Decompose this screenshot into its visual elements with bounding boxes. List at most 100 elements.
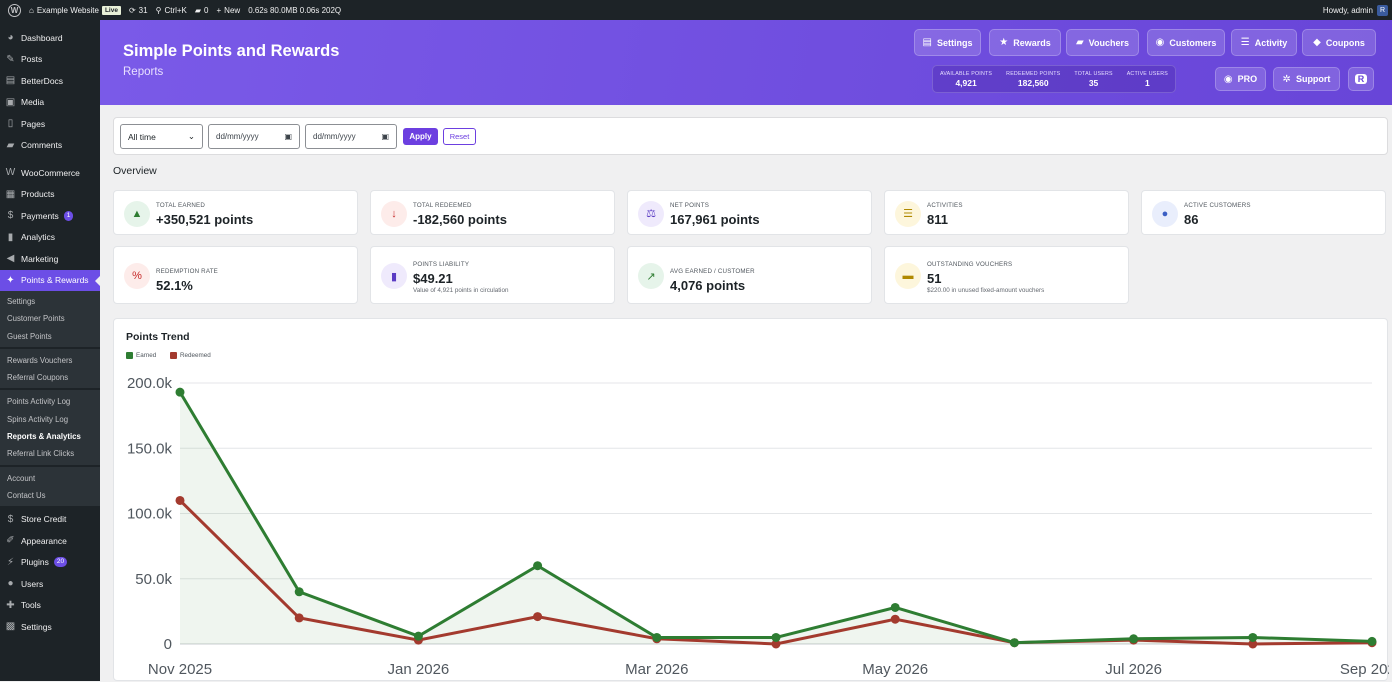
sidebar-item-betterdocs[interactable]: ▤ BetterDocs bbox=[0, 70, 100, 92]
pro-button[interactable]: ◉ PRO bbox=[1215, 67, 1266, 91]
sidebar-item-users[interactable]: ● Users bbox=[0, 573, 100, 595]
submenu-item-customer-points[interactable]: Customer Points bbox=[7, 314, 65, 324]
sidebar-item-appearance[interactable]: ✐ Appearance bbox=[0, 530, 100, 552]
data-point-earned[interactable] bbox=[1129, 634, 1139, 644]
site-name-link[interactable]: ⌂ Example Website Live bbox=[25, 0, 125, 20]
date-range-select[interactable]: All time ⌄ bbox=[120, 124, 203, 149]
data-point-earned[interactable] bbox=[652, 632, 662, 642]
woo-icon: W bbox=[5, 167, 16, 179]
data-point-redeemed[interactable] bbox=[175, 495, 185, 505]
submenu-item-referral-coupons[interactable]: Referral Coupons bbox=[7, 373, 69, 383]
checklist-icon: ☰ bbox=[895, 200, 921, 227]
updates-link[interactable]: ⟳ 31 bbox=[125, 0, 152, 20]
submenu-item-spins-activity-log[interactable]: Spins Activity Log bbox=[7, 414, 69, 424]
data-point-earned[interactable] bbox=[771, 632, 781, 642]
sidebar-item-posts[interactable]: ✎ Posts bbox=[0, 49, 100, 71]
sidebar-item-analytics[interactable]: ▮ Analytics bbox=[0, 227, 100, 249]
data-point-earned[interactable] bbox=[1367, 636, 1377, 646]
sidebar-item-payments[interactable]: $ Payments 1 bbox=[0, 205, 100, 227]
query-monitor[interactable]: 0.62s 80.0MB 0.06s 202Q bbox=[244, 0, 345, 20]
apply-button[interactable]: Apply bbox=[403, 128, 438, 145]
sidebar-item-comments[interactable]: ▰ Comments bbox=[0, 135, 100, 157]
settings-icon: ▩ bbox=[5, 621, 16, 633]
sidebar-item-settings[interactable]: ▩ Settings bbox=[0, 616, 100, 638]
nav-activity-button[interactable]: ☰ Activity bbox=[1231, 29, 1297, 56]
sidebar-item-marketing[interactable]: ◀ Marketing bbox=[0, 248, 100, 270]
data-point-earned[interactable] bbox=[413, 631, 423, 641]
submenu-item-reports-analytics[interactable]: Reports & Analytics bbox=[7, 432, 81, 442]
card-value: $49.21 bbox=[413, 271, 453, 286]
sidebar-item-media[interactable]: ▣ Media bbox=[0, 92, 100, 114]
sidebar-item-label: Comments bbox=[21, 140, 63, 151]
earned-icon: ▲ bbox=[124, 200, 150, 227]
nav-customers-button[interactable]: ◉ Customers bbox=[1147, 29, 1225, 56]
admin-bar: W ⌂ Example Website Live ⟳ 31 ⚲ Ctrl+K ▰ 0 + N… bbox=[0, 0, 1392, 20]
plugin-logo-button[interactable]: R bbox=[1348, 67, 1374, 91]
card-subtext: $220.00 in unused fixed-amount vouchers bbox=[927, 287, 1045, 294]
y-tick-label: 100.0k bbox=[127, 506, 173, 523]
ticket-icon: ▬ bbox=[895, 263, 921, 289]
data-point-redeemed[interactable] bbox=[890, 614, 900, 624]
data-point-earned[interactable] bbox=[533, 561, 543, 571]
date-to-input[interactable]: dd/mm/yyyy ▣ bbox=[305, 124, 397, 149]
data-point-redeemed[interactable] bbox=[533, 612, 543, 622]
stat-label: TOTAL USERS bbox=[1074, 70, 1113, 77]
data-point-earned[interactable] bbox=[294, 587, 304, 597]
card-value: 167,961 points bbox=[670, 212, 760, 227]
sidebar-item-plugins[interactable]: ⚡ Plugins 20 bbox=[0, 551, 100, 573]
submenu-item-guest-points[interactable]: Guest Points bbox=[7, 331, 52, 341]
card-label: REDEMPTION RATE bbox=[156, 268, 219, 275]
search-shortcut[interactable]: ⚲ Ctrl+K bbox=[152, 0, 191, 20]
data-point-earned[interactable] bbox=[1248, 632, 1258, 642]
data-point-earned[interactable] bbox=[890, 602, 900, 612]
nav-label: Vouchers bbox=[1088, 37, 1130, 48]
page-title: Simple Points and Rewards bbox=[123, 42, 340, 60]
sidebar-item-woocommerce[interactable]: W WooCommerce bbox=[0, 162, 100, 184]
new-content-link[interactable]: + New bbox=[213, 0, 245, 20]
data-point-earned[interactable] bbox=[1009, 638, 1019, 648]
submenu-item-settings[interactable]: Settings bbox=[7, 297, 36, 306]
submenu-item-referral-link-clicks[interactable]: Referral Link Clicks bbox=[7, 449, 75, 459]
y-tick-label: 0 bbox=[164, 636, 172, 653]
submenu-item-points-activity-log[interactable]: Points Activity Log bbox=[7, 397, 71, 407]
account-menu[interactable]: Howdy, admin R bbox=[1323, 4, 1392, 16]
submenu-item-rewards-vouchers[interactable]: Rewards Vouchers bbox=[7, 355, 73, 365]
card-value: +350,521 points bbox=[156, 212, 254, 227]
calendar-icon: ▣ bbox=[381, 132, 389, 141]
stat-label: ACTIVE USERS bbox=[1126, 70, 1168, 77]
sidebar-item-points-rewards[interactable]: ✦ Points & Rewards bbox=[0, 269, 100, 291]
data-point-redeemed[interactable] bbox=[1248, 639, 1258, 649]
submenu-item-contact-us[interactable]: Contact Us bbox=[7, 490, 46, 500]
reset-button[interactable]: Reset bbox=[443, 128, 476, 145]
data-point-redeemed[interactable] bbox=[294, 613, 304, 623]
card-value: 4,076 points bbox=[670, 278, 746, 293]
sidebar-item-store-credit[interactable]: $ Store Credit bbox=[0, 508, 100, 530]
sidebar-item-pages[interactable]: ▯ Pages bbox=[0, 113, 100, 135]
stat-card-avg-earned-customer: ↗ AVG EARNED / CUSTOMER 4,076 points bbox=[627, 246, 872, 304]
data-point-earned[interactable] bbox=[175, 387, 185, 397]
sidebar-item-products[interactable]: ▦ Products bbox=[0, 184, 100, 206]
chevron-down-icon: ⌄ bbox=[187, 131, 195, 141]
sidebar-item-tools[interactable]: ✚ Tools bbox=[0, 594, 100, 616]
sidebar-badge: 20 bbox=[53, 557, 68, 568]
data-point-redeemed[interactable] bbox=[771, 639, 781, 649]
support-button[interactable]: ✲ Support bbox=[1273, 67, 1340, 91]
comments-link[interactable]: ▰ 0 bbox=[191, 0, 213, 20]
stat-value: 1 bbox=[1144, 77, 1150, 88]
nav-coupons-button[interactable]: ◆ Coupons bbox=[1302, 29, 1376, 56]
sidebar-item-label: Products bbox=[21, 189, 55, 200]
sidebar-item-label: Plugins bbox=[21, 557, 49, 568]
plugin-header: Simple Points and Rewards Reports ▤ Setti… bbox=[100, 20, 1392, 105]
nav-settings-button[interactable]: ▤ Settings bbox=[914, 29, 981, 56]
nav-label: Coupons bbox=[1325, 37, 1365, 48]
wp-logo-menu[interactable]: W bbox=[0, 0, 25, 20]
voucher-icon: ▰ bbox=[1075, 37, 1084, 48]
nav-vouchers-button[interactable]: ▰ Vouchers bbox=[1066, 29, 1139, 56]
sidebar-item-dashboard[interactable]: ◕ Dashboard bbox=[0, 27, 100, 49]
date-from-input[interactable]: dd/mm/yyyy ▣ bbox=[208, 124, 300, 149]
plugin-logo-icon: R bbox=[1354, 74, 1368, 84]
plug-icon: ⚡ bbox=[6, 556, 15, 568]
nav-rewards-button[interactable]: ★ Rewards bbox=[989, 29, 1061, 56]
stat-card-active-customers: ● ACTIVE CUSTOMERS 86 bbox=[1141, 190, 1386, 235]
submenu-item-account[interactable]: Account bbox=[7, 473, 36, 483]
